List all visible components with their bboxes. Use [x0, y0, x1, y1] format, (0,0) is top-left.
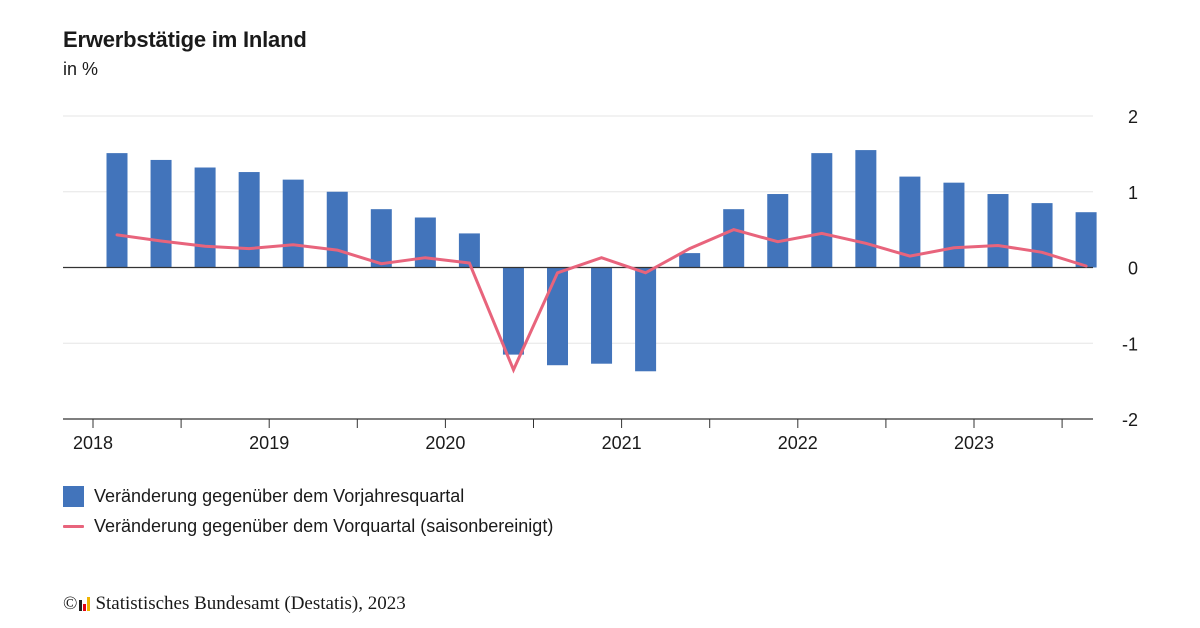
- bar: [194, 167, 216, 268]
- tick-labels: 2 1 0 -1 -2 2018 2019 2020 2021 2022 2023: [73, 107, 1138, 453]
- x-tick-label: 2021: [602, 433, 642, 453]
- bar: [723, 209, 745, 268]
- y-tick-label: 1: [1128, 183, 1138, 203]
- x-tick-label: 2019: [249, 433, 289, 453]
- bar: [1031, 203, 1053, 268]
- x-tick-label: 2023: [954, 433, 994, 453]
- bar: [238, 172, 260, 268]
- line-series: [115, 228, 1088, 374]
- x-tick-label: 2018: [73, 433, 113, 453]
- legend-bar-label: Veränderung gegenüber dem Vorjahresquart…: [94, 485, 465, 506]
- bar: [150, 159, 172, 268]
- bar-series: [106, 150, 1097, 372]
- bar: [282, 179, 304, 268]
- bar: [767, 194, 789, 268]
- series-line: [115, 228, 1088, 374]
- y-tick-label: -2: [1122, 410, 1138, 430]
- bar: [855, 150, 877, 268]
- copyright-symbol: ©: [63, 593, 78, 614]
- bar: [943, 182, 965, 268]
- y-tick-label: -1: [1122, 334, 1138, 354]
- bar: [591, 267, 613, 364]
- bar: [635, 267, 657, 372]
- chart-title: Erwerbstätige im Inland: [63, 27, 307, 52]
- axes: [63, 266, 1093, 428]
- bar: [1075, 212, 1097, 268]
- grid-lines: [63, 115, 1093, 344]
- legend-item-bars[interactable]: Veränderung gegenüber dem Vorjahresquart…: [63, 481, 553, 511]
- bar: [899, 176, 921, 268]
- bar: [547, 267, 568, 366]
- bar: [458, 233, 480, 268]
- y-tick-label: 0: [1128, 259, 1138, 279]
- legend-line-label: Veränderung gegenüber dem Vorquartal (sa…: [94, 515, 554, 536]
- bar: [414, 217, 436, 268]
- bar: [106, 153, 128, 268]
- footer-credit: © Statistisches Bundesamt (Destatis), 20…: [63, 593, 406, 615]
- y-tick-label: 2: [1128, 107, 1138, 127]
- legend-item-line[interactable]: Veränderung gegenüber dem Vorquartal (sa…: [63, 511, 553, 541]
- legend-bar-swatch: [63, 485, 84, 507]
- legend: Veränderung gegenüber dem Vorjahresquart…: [63, 481, 553, 541]
- bar: [502, 267, 524, 355]
- bar: [370, 209, 392, 268]
- destatis-logo-icon: [79, 597, 91, 611]
- footer-text: Statistisches Bundesamt (Destatis), 2023: [95, 593, 406, 614]
- bar: [811, 153, 833, 268]
- bar: [679, 253, 701, 268]
- bar: [987, 194, 1009, 268]
- bar: [326, 191, 348, 268]
- legend-line-swatch: [63, 524, 84, 528]
- x-tick-label: 2020: [425, 433, 465, 453]
- x-tick-label: 2022: [778, 433, 818, 453]
- chart-subtitle: in %: [63, 59, 99, 79]
